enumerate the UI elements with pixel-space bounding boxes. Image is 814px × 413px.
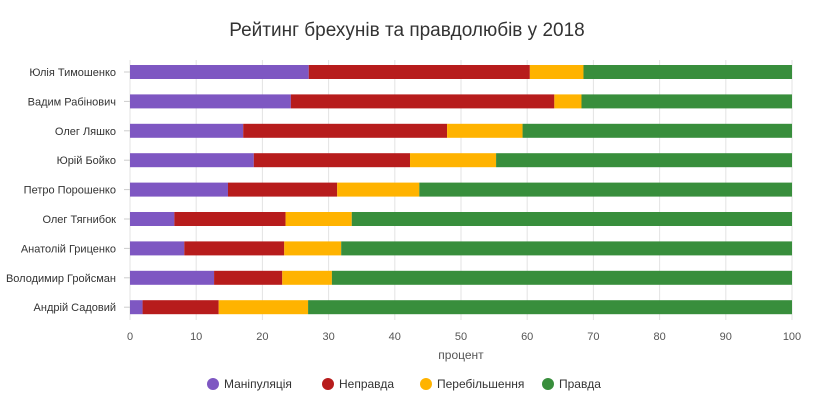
x-tick-label-60: 60 — [521, 331, 533, 343]
bar-segment-перебільшення-6[interactable] — [284, 241, 342, 256]
x-axis-title: процент — [438, 348, 484, 362]
bar-segment-маніпуляція-0[interactable] — [130, 65, 309, 79]
x-tick-label-10: 10 — [190, 331, 202, 343]
bar-segment-неправда-4[interactable] — [227, 182, 338, 197]
x-tick-label-100: 100 — [783, 331, 801, 343]
bar-row-8: Андрій Садовий — [34, 300, 792, 315]
bar-segment-маніпуляція-8[interactable] — [130, 300, 143, 315]
bar-segment-правда-8[interactable] — [308, 300, 792, 315]
bar-segment-маніпуляція-7[interactable] — [130, 270, 215, 285]
bar-segment-маніпуляція-3[interactable] — [130, 153, 254, 168]
x-tick-label-0: 0 — [127, 331, 133, 343]
bar-segment-маніпуляція-6[interactable] — [130, 241, 185, 256]
bar-segment-перебільшення-1[interactable] — [554, 94, 582, 109]
category-label: Петро Порошенко — [24, 185, 116, 197]
category-label: Володимир Гройсман — [6, 273, 116, 285]
bar-segment-правда-3[interactable] — [496, 153, 792, 168]
x-tick-label-30: 30 — [322, 331, 334, 343]
legend-item-0[interactable]: Маніпуляція — [207, 377, 292, 391]
bar-segment-неправда-5[interactable] — [174, 212, 286, 226]
bar-segment-неправда-1[interactable] — [290, 94, 555, 109]
bar-segment-маніпуляція-5[interactable] — [130, 212, 175, 226]
legend-marker — [207, 378, 219, 390]
category-label: Олег Ляшко — [55, 126, 116, 138]
bar-segment-неправда-8[interactable] — [142, 300, 219, 315]
bar-row-4: Петро Порошенко — [24, 182, 792, 197]
bar-segment-перебільшення-8[interactable] — [218, 300, 309, 315]
legend-label: Неправда — [339, 377, 394, 391]
bar-row-1: Вадим Рабінович — [28, 94, 792, 109]
x-tick-label-90: 90 — [720, 331, 732, 343]
bar-segment-правда-7[interactable] — [331, 270, 792, 285]
bar-segment-перебільшення-5[interactable] — [285, 212, 352, 226]
category-label: Юлія Тимошенко — [29, 67, 116, 79]
legend-marker — [420, 378, 432, 390]
x-tick-label-50: 50 — [455, 331, 467, 343]
bar-segment-неправда-3[interactable] — [253, 153, 411, 168]
category-label: Вадим Рабінович — [28, 96, 116, 108]
legend-label: Маніпуляція — [224, 377, 292, 391]
bar-row-2: Олег Ляшко — [55, 123, 792, 138]
legend-marker — [542, 378, 554, 390]
legend-item-1[interactable]: Неправда — [322, 377, 394, 391]
bar-segment-перебільшення-3[interactable] — [410, 153, 497, 168]
bar-segment-маніпуляція-4[interactable] — [130, 182, 228, 197]
x-tick-label-40: 40 — [389, 331, 401, 343]
legend-label: Перебільшення — [437, 377, 524, 391]
legend-item-3[interactable]: Правда — [542, 377, 601, 391]
category-label: Андрій Садовий — [34, 302, 116, 314]
bar-segment-правда-2[interactable] — [522, 123, 792, 138]
x-tick-label-20: 20 — [256, 331, 268, 343]
x-tick-label-80: 80 — [653, 331, 665, 343]
bar-segment-неправда-2[interactable] — [243, 123, 448, 138]
bar-segment-неправда-6[interactable] — [184, 241, 285, 256]
bar-segment-неправда-0[interactable] — [308, 65, 530, 79]
legend-label: Правда — [559, 377, 601, 391]
legend-item-2[interactable]: Перебільшення — [420, 377, 524, 391]
bar-segment-маніпуляція-2[interactable] — [130, 123, 244, 138]
legend-marker — [322, 378, 334, 390]
chart-title: Рейтинг брехунів та правдолюбів у 2018 — [229, 20, 584, 41]
bar-row-5: Олег Тягнибок — [42, 212, 792, 226]
bar-segment-правда-1[interactable] — [581, 94, 792, 109]
category-label: Анатолій Гриценко — [21, 243, 116, 255]
bar-row-6: Анатолій Гриценко — [21, 241, 792, 256]
bar-segment-неправда-7[interactable] — [214, 270, 283, 285]
bar-row-0: Юлія Тимошенко — [29, 65, 792, 79]
bar-segment-перебільшення-0[interactable] — [529, 65, 584, 79]
bar-segment-перебільшення-2[interactable] — [447, 123, 523, 138]
bar-segment-правда-5[interactable] — [351, 212, 792, 226]
bar-segment-маніпуляція-1[interactable] — [130, 94, 291, 109]
bar-segment-перебільшення-7[interactable] — [282, 270, 332, 285]
bar-segment-правда-6[interactable] — [341, 241, 792, 256]
bar-segment-правда-0[interactable] — [583, 65, 792, 79]
category-label: Юрій Бойко — [57, 155, 116, 167]
x-tick-label-70: 70 — [587, 331, 599, 343]
bar-row-7: Володимир Гройсман — [6, 270, 792, 285]
bar-segment-перебільшення-4[interactable] — [337, 182, 420, 197]
bar-segment-правда-4[interactable] — [419, 182, 792, 197]
category-label: Олег Тягнибок — [42, 214, 116, 226]
bar-row-3: Юрій Бойко — [57, 153, 792, 168]
